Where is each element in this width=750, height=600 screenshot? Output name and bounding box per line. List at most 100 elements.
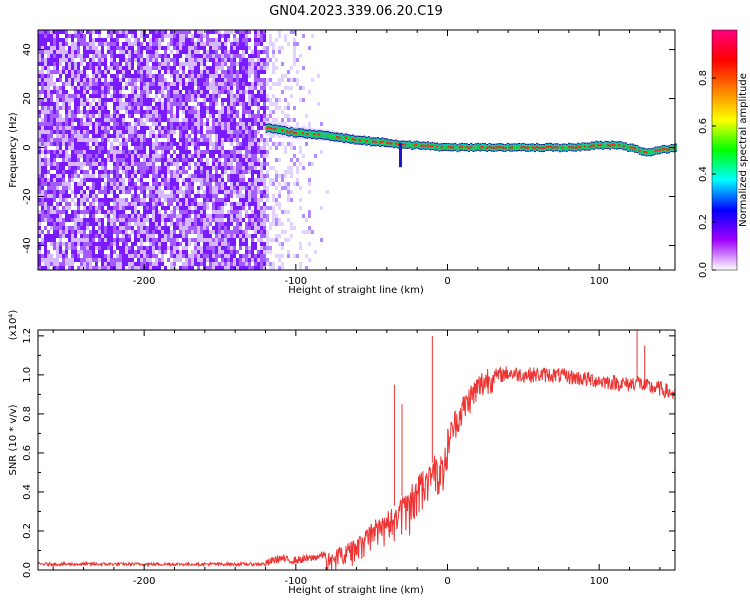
noise-cell bbox=[59, 162, 62, 166]
noise-cell bbox=[80, 266, 83, 270]
noise-cell bbox=[119, 230, 122, 234]
noise-cell bbox=[251, 266, 254, 270]
noise-cell bbox=[230, 234, 233, 238]
signal-band bbox=[267, 126, 270, 129]
noise-cell bbox=[119, 174, 122, 178]
noise-cell bbox=[230, 230, 233, 234]
signal-halo bbox=[307, 127, 310, 140]
noise-cell bbox=[227, 118, 230, 122]
noise-cell bbox=[287, 42, 290, 46]
noise-cell bbox=[86, 126, 89, 130]
noise-cell bbox=[140, 234, 143, 238]
noise-cell bbox=[77, 30, 80, 34]
signal-band bbox=[349, 137, 352, 142]
noise-cell bbox=[161, 130, 164, 134]
noise-cell bbox=[212, 262, 215, 266]
noise-cell bbox=[212, 194, 215, 198]
noise-cell bbox=[218, 214, 221, 218]
noise-cell bbox=[167, 34, 170, 38]
noise-cell bbox=[122, 114, 125, 118]
noise-cell bbox=[245, 46, 248, 50]
noise-cell bbox=[134, 186, 137, 190]
noise-cell bbox=[212, 190, 215, 194]
noise-cell bbox=[140, 50, 143, 54]
noise-cell bbox=[191, 90, 194, 94]
noise-cell bbox=[266, 194, 269, 198]
noise-cell bbox=[53, 162, 56, 166]
noise-cell bbox=[50, 142, 53, 146]
noise-cell bbox=[230, 202, 233, 206]
noise-cell bbox=[275, 146, 278, 150]
noise-cell bbox=[170, 154, 173, 158]
noise-cell bbox=[284, 114, 287, 118]
noise-cell bbox=[218, 42, 221, 46]
noise-cell bbox=[89, 50, 92, 54]
noise-cell bbox=[101, 210, 104, 214]
noise-cell bbox=[257, 106, 260, 110]
noise-cell bbox=[242, 114, 245, 118]
noise-cell bbox=[167, 126, 170, 130]
noise-cell bbox=[287, 182, 290, 186]
noise-cell bbox=[107, 178, 110, 182]
noise-cell bbox=[116, 258, 119, 262]
noise-cell bbox=[197, 234, 200, 238]
noise-cell bbox=[233, 82, 236, 86]
noise-cell bbox=[290, 86, 293, 90]
noise-cell bbox=[200, 46, 203, 50]
noise-cell bbox=[137, 130, 140, 134]
noise-cell bbox=[197, 122, 200, 126]
noise-cell bbox=[188, 150, 191, 154]
noise-cell bbox=[311, 34, 314, 38]
noise-cell bbox=[59, 70, 62, 74]
noise-cell bbox=[191, 230, 194, 234]
noise-cell bbox=[176, 182, 179, 186]
noise-cell bbox=[200, 90, 203, 94]
noise-cell bbox=[170, 86, 173, 90]
noise-cell bbox=[47, 198, 50, 202]
noise-cell bbox=[239, 86, 242, 90]
noise-cell bbox=[110, 150, 113, 154]
noise-cell bbox=[197, 70, 200, 74]
noise-cell bbox=[74, 230, 77, 234]
noise-cell bbox=[110, 134, 113, 138]
noise-cell bbox=[164, 126, 167, 130]
noise-cell bbox=[146, 86, 149, 90]
noise-cell bbox=[140, 106, 143, 110]
noise-cell bbox=[50, 54, 53, 58]
noise-cell bbox=[245, 230, 248, 234]
noise-cell bbox=[119, 222, 122, 226]
noise-cell bbox=[62, 150, 65, 154]
noise-cell bbox=[218, 94, 221, 98]
noise-cell bbox=[107, 170, 110, 174]
noise-cell bbox=[206, 250, 209, 254]
noise-cell bbox=[50, 46, 53, 50]
noise-cell bbox=[239, 126, 242, 130]
noise-cell bbox=[59, 198, 62, 202]
noise-cell bbox=[71, 58, 74, 62]
noise-cell bbox=[248, 82, 251, 86]
noise-cell bbox=[155, 102, 158, 106]
noise-cell bbox=[122, 246, 125, 250]
noise-cell bbox=[230, 134, 233, 138]
noise-cell bbox=[101, 262, 104, 266]
noise-cell bbox=[83, 230, 86, 234]
noise-cell bbox=[152, 238, 155, 242]
noise-cell bbox=[47, 190, 50, 194]
noise-cell bbox=[59, 126, 62, 130]
noise-cell bbox=[131, 66, 134, 70]
noise-cell bbox=[212, 206, 215, 210]
noise-cell bbox=[242, 158, 245, 162]
noise-cell bbox=[209, 214, 212, 218]
noise-cell bbox=[251, 178, 254, 182]
noise-cell bbox=[227, 226, 230, 230]
noise-cell bbox=[107, 182, 110, 186]
noise-cell bbox=[101, 98, 104, 102]
signal-band bbox=[370, 139, 373, 145]
noise-cell bbox=[251, 122, 254, 126]
noise-cell bbox=[47, 110, 50, 114]
noise-cell bbox=[170, 118, 173, 122]
noise-cell bbox=[227, 54, 230, 58]
noise-cell bbox=[245, 66, 248, 70]
noise-cell bbox=[248, 138, 251, 142]
noise-cell bbox=[137, 214, 140, 218]
